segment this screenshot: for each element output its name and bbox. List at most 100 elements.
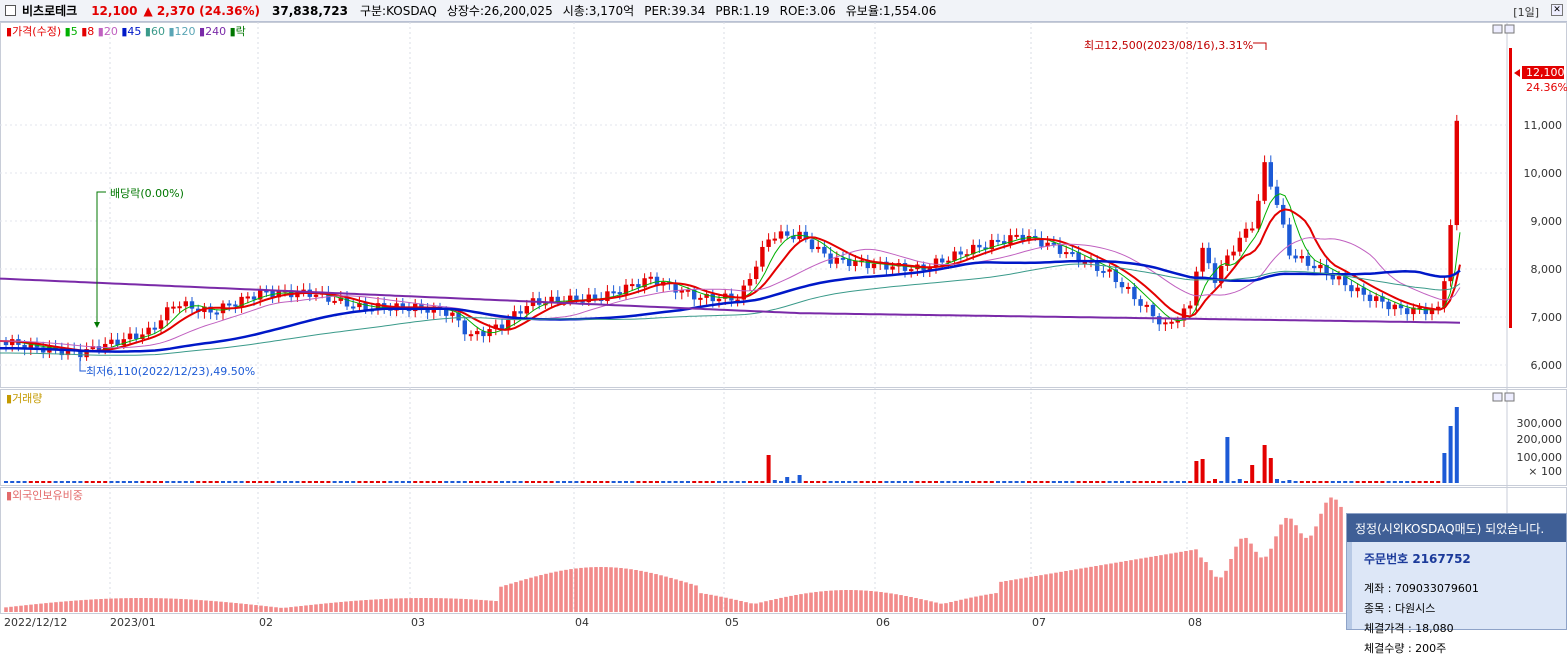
foreign-bar — [24, 605, 28, 612]
volume-bar — [233, 481, 238, 483]
volume-bar — [655, 481, 659, 483]
ma60-line — [0, 263, 1461, 356]
foreign-bar — [1334, 499, 1338, 612]
foreign-bar — [799, 594, 803, 612]
foreign-bar — [44, 603, 48, 612]
candle-body — [840, 257, 846, 260]
candle-body — [227, 303, 232, 306]
candle-body — [679, 290, 684, 293]
volume-bar — [1058, 481, 1062, 483]
order-notification-popup[interactable]: 정정(시외KOSDAQ매도) 되었습니다. 주문번호 2167752 계좌 : … — [1346, 513, 1567, 655]
candle-body — [524, 306, 529, 314]
foreign-bar — [649, 572, 653, 612]
foreign-bar — [564, 569, 568, 612]
volume-bar — [1169, 481, 1174, 483]
candle-body — [1355, 287, 1360, 292]
volume-axis-label: × 100 — [1528, 465, 1562, 478]
foreign-bar — [819, 591, 823, 612]
foreign-bar — [239, 603, 243, 612]
volume-bar — [202, 481, 207, 483]
volume-bar — [84, 481, 89, 483]
foreign-bar — [1249, 543, 1253, 612]
volume-bar — [977, 481, 982, 483]
candle-body — [971, 244, 976, 255]
foreign-bar — [244, 604, 248, 612]
date-axis-label: 02 — [259, 616, 273, 629]
foreign-bar — [744, 602, 748, 612]
foreign-bar — [304, 605, 308, 612]
foreign-bar — [424, 598, 428, 612]
foreign-bar — [114, 598, 118, 612]
stock-name[interactable]: 비츠로테크 — [22, 4, 78, 18]
volume-bar — [456, 481, 461, 483]
candle-body — [140, 334, 145, 340]
foreign-bar — [1054, 572, 1058, 612]
foreign-bar — [434, 598, 438, 612]
candle-body — [1206, 247, 1211, 264]
foreign-bar — [4, 607, 8, 612]
candle-body — [946, 260, 951, 263]
foreign-bar — [1304, 537, 1308, 612]
stock-chart[interactable]: ▮가격(수정) ▮5 ▮8 ▮20 ▮45 ▮60 ▮120 ▮240 ▮락 ▮… — [0, 22, 1567, 630]
foreign-legend: ▮외국인보유비중 — [6, 489, 83, 502]
foreign-bar — [689, 583, 693, 612]
candle-body — [778, 231, 784, 239]
date-axis-label: 04 — [575, 616, 589, 629]
volume-bar — [1219, 481, 1224, 483]
foreign-bar — [14, 606, 18, 612]
close-icon[interactable]: ✕ — [1551, 4, 1563, 16]
volume-bar — [128, 481, 132, 483]
volume-bar — [1337, 481, 1341, 483]
candle-body — [375, 303, 381, 310]
foreign-bar — [289, 607, 293, 612]
volume-bar — [1250, 465, 1255, 483]
volume-bar — [66, 481, 70, 483]
candle-body — [791, 235, 796, 240]
foreign-bar — [554, 571, 558, 612]
candle-body — [3, 341, 9, 346]
foreign-bar — [1269, 548, 1273, 612]
low-annotation: 최저6,110(2022/12/23),49.50% — [86, 365, 255, 378]
volume-bar — [72, 481, 77, 483]
date-axis-label: 03 — [411, 616, 425, 629]
panel-buttons[interactable] — [1492, 24, 1515, 402]
foreign-bar — [559, 570, 563, 612]
foreign-bar — [219, 601, 223, 612]
foreign-bar — [1179, 551, 1183, 612]
foreign-bar — [589, 567, 593, 612]
volume-bar — [345, 481, 349, 483]
candle-body — [1212, 263, 1218, 283]
volume-bar — [59, 481, 64, 483]
foreign-bar — [429, 598, 433, 612]
volume-bar — [741, 481, 746, 483]
foreign-bar — [234, 603, 238, 612]
foreign-bar — [719, 596, 723, 612]
candle-body — [96, 346, 102, 352]
period-selector[interactable]: [1일] — [1513, 6, 1539, 19]
candle-body — [617, 292, 622, 295]
foreign-bar — [1164, 554, 1168, 612]
last-price-marker — [1514, 69, 1520, 77]
volume-bar — [245, 481, 250, 483]
volume-bar — [679, 481, 684, 483]
foreign-bar — [759, 602, 763, 612]
volume-bar — [1033, 481, 1038, 483]
candle-body — [1231, 251, 1236, 256]
chart-header: 비츠로테크 12,100 ▲ 2,370 (24.36%) 37,838,723… — [0, 0, 1567, 22]
volume-bar — [965, 481, 969, 483]
price-axis-label: 8,000 — [1531, 263, 1563, 276]
candle-body — [499, 324, 505, 329]
candle-body — [115, 339, 120, 346]
candle-body — [642, 278, 647, 288]
candle-body — [760, 246, 765, 267]
foreign-bar — [654, 574, 658, 612]
volume-bar — [53, 481, 58, 483]
candle-body — [1411, 307, 1416, 315]
volume-bar — [1361, 481, 1366, 483]
foreign-bar — [1284, 517, 1288, 612]
foreign-bar — [804, 593, 808, 612]
volume-bar — [549, 481, 554, 483]
volume-bar — [357, 481, 362, 483]
select-checkbox[interactable] — [5, 5, 16, 16]
candle-body — [1237, 237, 1242, 252]
